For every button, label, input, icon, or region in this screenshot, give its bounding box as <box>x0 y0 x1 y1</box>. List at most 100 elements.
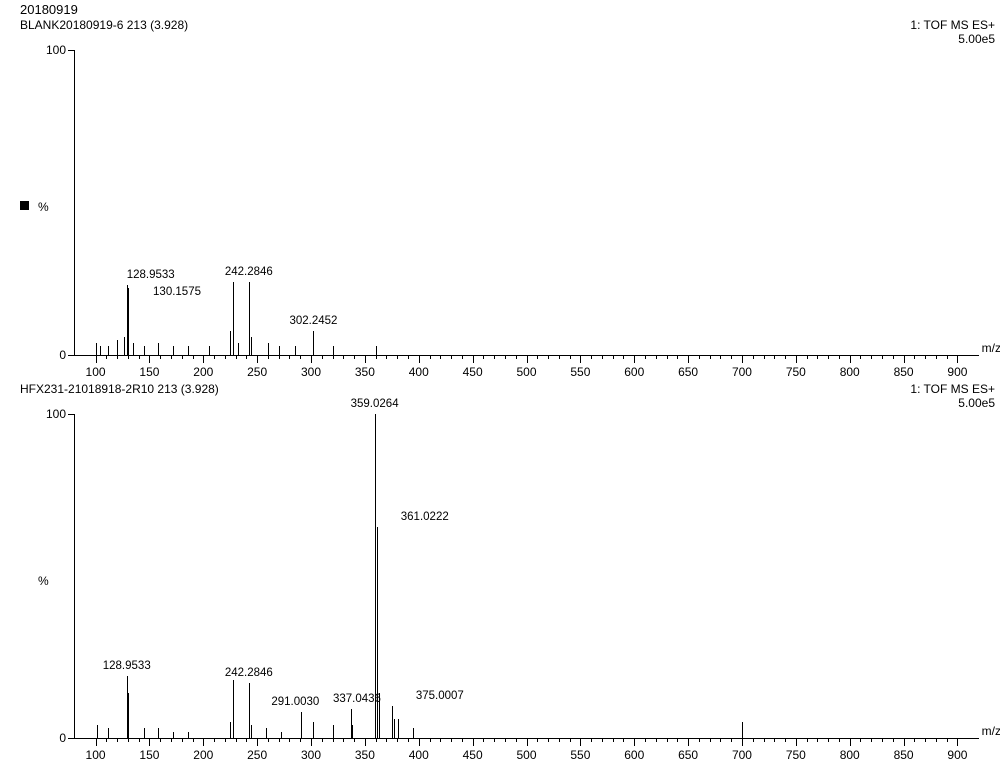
x-axis-title: m/z <box>982 341 1000 355</box>
x-tick-minor <box>828 355 829 359</box>
peak-label: 128.9533 <box>127 269 175 281</box>
x-tick-minor <box>947 738 948 742</box>
peak <box>133 343 134 355</box>
x-tick-minor <box>322 738 323 742</box>
peak-label: 242.2846 <box>225 266 273 278</box>
y-axis <box>74 50 75 355</box>
marker-bullet <box>20 201 29 210</box>
plot-bottom-ytitle: % <box>38 574 49 588</box>
peak <box>266 728 267 738</box>
x-tick-minor <box>710 738 711 742</box>
y-tick-label: 100 <box>46 407 74 421</box>
peak <box>279 346 280 355</box>
x-tick-minor <box>128 355 129 359</box>
x-tick-minor <box>817 738 818 742</box>
plot-top-right-1: 1: TOF MS ES+ <box>910 19 995 33</box>
x-tick-minor <box>602 355 603 359</box>
x-tick-minor <box>699 738 700 742</box>
x-tick-minor <box>893 738 894 742</box>
plot-bottom-right-2: 5.00e5 <box>910 397 995 411</box>
peak <box>392 706 393 738</box>
peak <box>377 527 378 738</box>
peak <box>158 343 159 355</box>
peak <box>375 414 376 738</box>
x-tick-label: 100 <box>86 748 106 760</box>
x-tick-label: 600 <box>624 748 644 760</box>
x-tick-minor <box>807 355 808 359</box>
x-tick-minor <box>376 355 377 359</box>
x-tick-label: 850 <box>894 365 914 379</box>
page: 20180919 BLANK20180919-6 213 (3.928) 1: … <box>0 0 1000 760</box>
x-tick-minor <box>171 355 172 359</box>
x-tick-minor <box>117 738 118 742</box>
x-tick-minor <box>860 355 861 359</box>
x-tick-minor <box>160 355 161 359</box>
x-tick-minor <box>182 738 183 742</box>
x-tick-minor <box>268 738 269 742</box>
x-tick-major <box>311 738 312 746</box>
x-tick-minor <box>300 355 301 359</box>
x-tick-major <box>257 355 258 363</box>
peak-label: 375.0007 <box>416 690 464 702</box>
plot-top-right-2: 5.00e5 <box>910 33 995 47</box>
x-tick-major <box>580 355 581 363</box>
x-tick-major <box>96 355 97 363</box>
x-tick-minor <box>537 738 538 742</box>
x-tick-major <box>527 355 528 363</box>
peak <box>352 725 353 738</box>
x-tick-minor <box>440 355 441 359</box>
peak <box>281 732 282 738</box>
x-tick-major <box>149 738 150 746</box>
x-tick-minor <box>160 738 161 742</box>
x-tick-minor <box>430 355 431 359</box>
x-tick-minor <box>483 738 484 742</box>
x-tick-minor <box>914 355 915 359</box>
x-tick-minor <box>807 738 808 742</box>
x-tick-label: 350 <box>355 365 375 379</box>
x-tick-label: 900 <box>947 748 967 760</box>
x-tick-major <box>419 738 420 746</box>
x-tick-minor <box>548 738 549 742</box>
x-tick-minor <box>193 738 194 742</box>
peak <box>295 346 296 355</box>
x-tick-minor <box>225 355 226 359</box>
x-tick-minor <box>333 738 334 742</box>
peak <box>108 346 109 355</box>
x-tick-minor <box>483 355 484 359</box>
y-axis <box>74 414 75 738</box>
x-tick-major <box>957 355 958 363</box>
x-axis-title: m/z <box>982 724 1000 738</box>
x-tick-label: 650 <box>678 748 698 760</box>
x-tick-label: 800 <box>840 365 860 379</box>
x-tick-minor <box>462 738 463 742</box>
x-tick-minor <box>828 738 829 742</box>
x-tick-minor <box>764 355 765 359</box>
peak <box>96 343 97 355</box>
x-tick-label: 550 <box>570 748 590 760</box>
x-tick-label: 800 <box>840 748 860 760</box>
x-tick-minor <box>699 355 700 359</box>
peak <box>249 282 250 355</box>
x-tick-minor <box>117 355 118 359</box>
x-tick-minor <box>246 355 247 359</box>
x-tick-minor <box>591 738 592 742</box>
x-tick-minor <box>720 738 721 742</box>
x-tick-minor <box>343 738 344 742</box>
peak <box>333 346 334 355</box>
x-tick-minor <box>613 738 614 742</box>
x-tick-minor <box>106 738 107 742</box>
x-tick-label: 750 <box>786 365 806 379</box>
peak-label: 359.0264 <box>351 398 399 410</box>
x-tick-minor <box>591 355 592 359</box>
peak <box>313 722 314 738</box>
x-tick-minor <box>785 738 786 742</box>
peak <box>100 346 101 355</box>
peak <box>188 346 189 355</box>
x-tick-minor <box>882 355 883 359</box>
y-tick-label: 0 <box>59 348 74 362</box>
x-tick-minor <box>322 355 323 359</box>
x-tick-label: 600 <box>624 365 644 379</box>
x-tick-minor <box>731 355 732 359</box>
date-text: 20180919 <box>20 2 78 17</box>
x-tick-minor <box>774 738 775 742</box>
